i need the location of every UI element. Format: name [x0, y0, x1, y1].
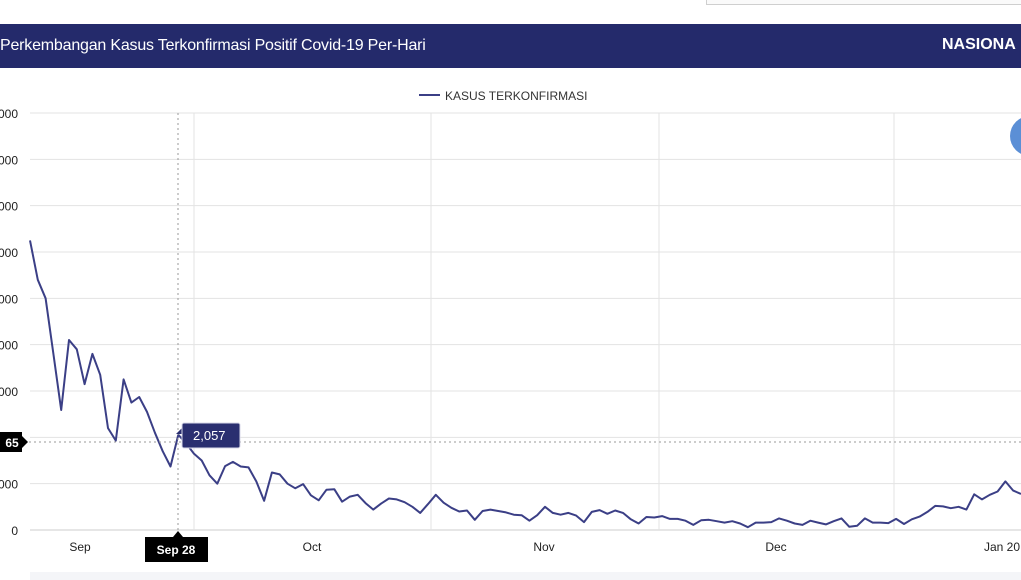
y-tick-label: 000 — [0, 153, 18, 167]
bottom-panel-edge — [30, 572, 1021, 580]
x-tick-label: Oct — [303, 540, 322, 554]
y-tick-label: 000 — [0, 478, 18, 492]
y-tick-label: 000 — [0, 107, 18, 121]
crosshair-y-label-box — [0, 432, 22, 452]
x-tick-label: Nov — [533, 540, 554, 554]
floating-action-button[interactable] — [1010, 116, 1021, 156]
x-tick-label: Dec — [765, 540, 786, 554]
crosshair-y-label-arrow — [22, 436, 28, 448]
chart-title: Perkembangan Kasus Terkonfirmasi Positif… — [0, 37, 426, 54]
y-tick-label: 000 — [0, 339, 18, 353]
crosshair-x-label: Sep 28 — [157, 543, 196, 557]
region-label[interactable]: NASIONA — [942, 36, 1016, 53]
crosshair-x-label-box — [145, 537, 208, 562]
x-tick-label: Jan 20 — [984, 540, 1020, 554]
series-line — [29, 240, 1021, 529]
chart-area[interactable]: 0000000000000000000000000000SepOctNovDec… — [0, 68, 1021, 580]
crosshair-y-label: 65 — [5, 436, 19, 450]
y-tick-label: 000 — [0, 200, 18, 214]
chart-header: Perkembangan Kasus Terkonfirmasi Positif… — [0, 24, 1021, 68]
tooltip-value: 2,057 — [193, 428, 226, 443]
top-strip — [0, 0, 1021, 24]
top-search-input[interactable] — [706, 0, 1021, 5]
y-tick-label: 000 — [0, 385, 18, 399]
tooltip-arrow — [176, 428, 182, 434]
tooltip-box — [181, 422, 241, 449]
y-tick-label: 0 — [11, 524, 18, 538]
x-tick-label: Sep — [69, 540, 91, 554]
y-tick-label: 000 — [0, 246, 18, 260]
crosshair-x-label-arrow — [173, 531, 183, 537]
line-chart[interactable]: 0000000000000000000000000000SepOctNovDec… — [0, 68, 1021, 580]
y-tick-label: 000 — [0, 292, 18, 306]
legend-label: KASUS TERKONFIRMASI — [445, 89, 587, 103]
